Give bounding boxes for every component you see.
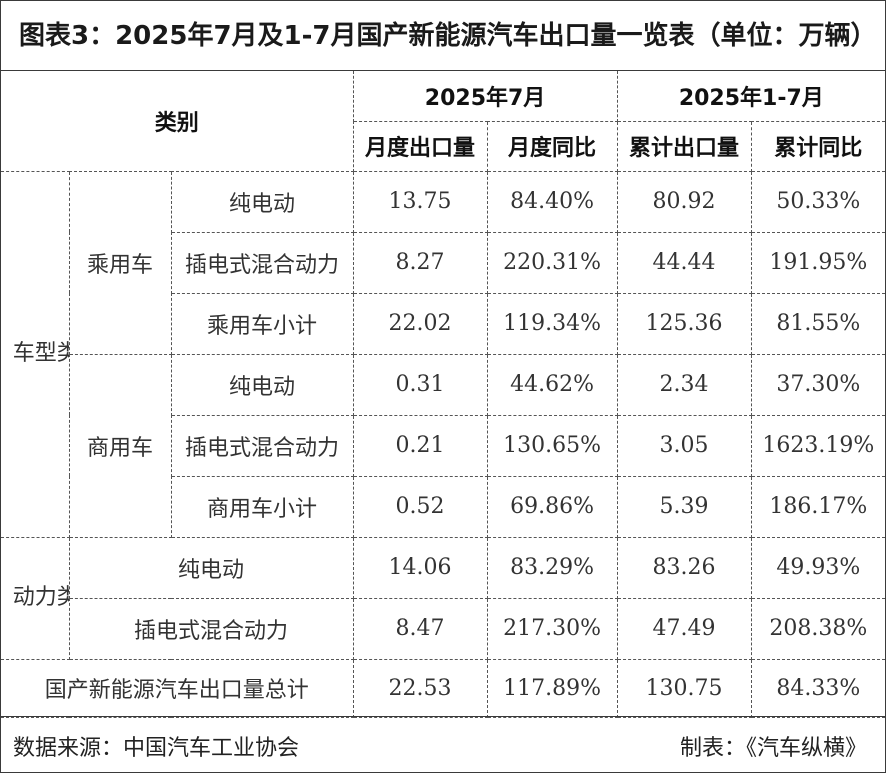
header-row-2: 月度出口量 月度同比 累计出口量 累计同比 bbox=[1, 120, 886, 172]
cumulative-export-cell: 125.36 bbox=[616, 292, 752, 355]
monthly-yoy-cell: 130.65% bbox=[486, 414, 618, 477]
row-label: 商用车小计 bbox=[171, 475, 354, 538]
cumulative-export-cell: 47.49 bbox=[616, 597, 752, 660]
table-row: 乘用车小计 22.02 119.34% 125.36 81.55% bbox=[1, 292, 886, 355]
monthly-yoy-cell: 69.86% bbox=[486, 475, 618, 538]
cumulative-yoy-cell: 49.93% bbox=[750, 536, 886, 599]
cumulative-export-cell: 80.92 bbox=[616, 170, 752, 233]
row-label: 纯电动 bbox=[170, 170, 354, 233]
cumulative-export-cell: 3.05 bbox=[616, 414, 752, 477]
monthly-yoy-cell: 84.40% bbox=[486, 170, 618, 233]
monthly-export-cell: 0.52 bbox=[352, 475, 488, 538]
row-label: 纯电动 bbox=[68, 536, 354, 599]
row-label: 乘用车小计 bbox=[171, 292, 354, 355]
table-title: 图表3：2025年7月及1-7月国产新能源汽车出口量一览表（单位：万辆） bbox=[1, 1, 885, 71]
cumulative-yoy-header: 累计同比 bbox=[750, 120, 886, 172]
period-ytd-header: 2025年1-7月 bbox=[616, 71, 886, 122]
cumulative-yoy-cell: 1623.19% bbox=[750, 414, 886, 477]
table-row: 插电式混合动力 8.27 220.31% 44.44 191.95% bbox=[1, 231, 886, 294]
cumulative-yoy-cell: 81.55% bbox=[750, 292, 886, 355]
monthly-export-cell: 14.06 bbox=[352, 536, 488, 599]
cumulative-export-cell: 130.75 bbox=[616, 658, 752, 718]
header-row-1: 类别 2025年7月 2025年1-7月 bbox=[1, 71, 886, 172]
cumulative-yoy-cell: 191.95% bbox=[750, 231, 886, 294]
table-footer: 数据来源：中国汽车工业协会 制表：《汽车纵横》 bbox=[1, 716, 885, 772]
monthly-export-cell: 13.75 bbox=[352, 170, 488, 233]
table-row: 车型类别 乘用车 纯电动 13.75 84.40% 80.92 50.33% bbox=[1, 170, 886, 538]
monthly-export-cell: 0.21 bbox=[352, 414, 488, 477]
table-row: 动力类别 纯电动 14.06 83.29% 83.26 49.93% bbox=[1, 536, 886, 660]
vehicle-type-group-label: 车型类别 bbox=[1, 170, 70, 538]
source-note: 数据来源：中国汽车工业协会 bbox=[13, 736, 300, 761]
monthly-export-cell: 8.47 bbox=[352, 597, 488, 660]
passenger-group-label: 乘用车 bbox=[68, 170, 172, 355]
period-month-header: 2025年7月 bbox=[352, 71, 618, 122]
cumulative-export-cell: 83.26 bbox=[616, 536, 752, 599]
monthly-yoy-cell: 220.31% bbox=[486, 231, 618, 294]
power-type-text: 动力类别 bbox=[12, 585, 68, 610]
monthly-yoy-cell: 217.30% bbox=[486, 597, 618, 660]
cumulative-yoy-cell: 208.38% bbox=[750, 597, 886, 660]
cumulative-export-cell: 5.39 bbox=[616, 475, 752, 538]
monthly-export-cell: 8.27 bbox=[352, 231, 488, 294]
row-label: 插电式混合动力 bbox=[171, 414, 354, 477]
cumulative-yoy-cell: 84.33% bbox=[750, 658, 886, 718]
cumulative-export-cell: 44.44 bbox=[616, 231, 752, 294]
total-label: 国产新能源汽车出口量总计 bbox=[1, 658, 354, 718]
maker-note: 制表：《汽车纵横》 bbox=[679, 736, 867, 761]
cumulative-yoy-cell: 50.33% bbox=[750, 170, 886, 233]
table-row: 插电式混合动力 8.47 217.30% 47.49 208.38% bbox=[1, 597, 886, 660]
table-row: 商用车小计 0.52 69.86% 5.39 186.17% bbox=[1, 475, 886, 538]
power-type-group-label: 动力类别 bbox=[1, 536, 70, 660]
monthly-export-header: 月度出口量 bbox=[353, 120, 488, 172]
cumulative-yoy-cell: 37.30% bbox=[750, 353, 886, 416]
commercial-group-label: 商用车 bbox=[69, 353, 172, 538]
monthly-yoy-cell: 119.34% bbox=[486, 292, 618, 355]
monthly-yoy-cell: 117.89% bbox=[486, 658, 618, 718]
monthly-export-cell: 22.02 bbox=[352, 292, 488, 355]
category-header: 类别 bbox=[1, 71, 354, 172]
monthly-export-cell: 22.53 bbox=[352, 658, 488, 718]
cumulative-export-header: 累计出口量 bbox=[616, 120, 752, 172]
vehicle-type-text: 车型类别 bbox=[12, 341, 68, 366]
monthly-yoy-header: 月度同比 bbox=[486, 120, 618, 172]
row-label: 插电式混合动力 bbox=[69, 597, 354, 660]
cumulative-export-cell: 2.34 bbox=[616, 353, 752, 416]
cumulative-yoy-cell: 186.17% bbox=[750, 475, 886, 538]
row-label: 纯电动 bbox=[170, 353, 354, 416]
table-row: 商用车 纯电动 0.31 44.62% 2.34 37.30% bbox=[1, 353, 886, 538]
total-row: 国产新能源汽车出口量总计 22.53 117.89% 130.75 84.33% bbox=[1, 658, 886, 718]
monthly-yoy-cell: 44.62% bbox=[486, 353, 618, 416]
row-label: 插电式混合动力 bbox=[171, 231, 354, 294]
export-table: 类别 2025年7月 2025年1-7月 月度出口量 月度同比 累计出口量 累计… bbox=[1, 71, 886, 718]
monthly-yoy-cell: 83.29% bbox=[486, 536, 618, 599]
monthly-export-cell: 0.31 bbox=[352, 353, 488, 416]
